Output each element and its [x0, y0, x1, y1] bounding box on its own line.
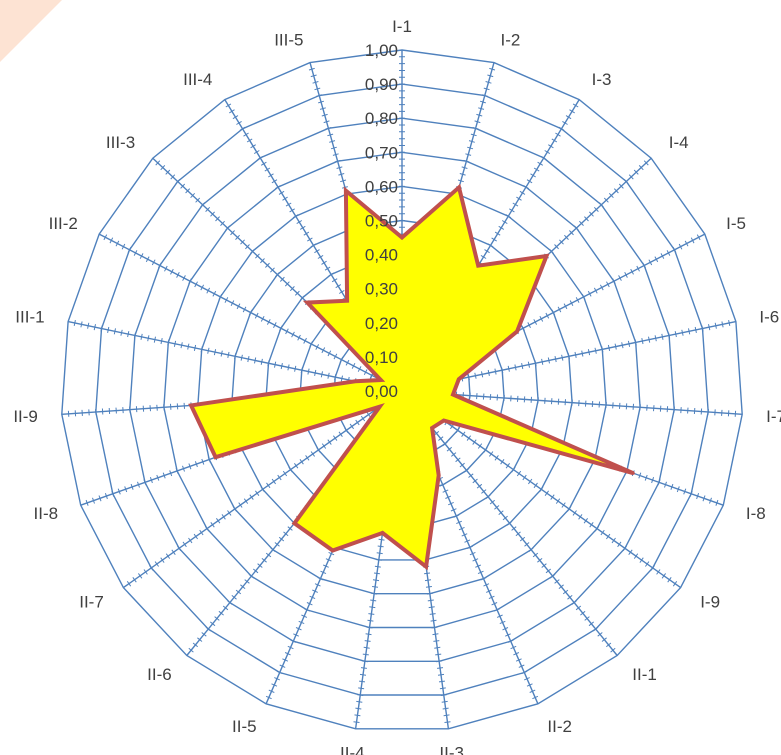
data-point-I-2	[457, 185, 461, 189]
tick-label: 0,10	[365, 348, 398, 367]
data-point-II-4	[381, 531, 384, 535]
category-label-III-3: III-3	[106, 133, 135, 152]
tick-label: 0,80	[365, 109, 398, 128]
data-point-III-4	[345, 299, 349, 303]
category-label-II-7: II-7	[79, 593, 104, 612]
category-label-III-2: III-2	[49, 214, 78, 233]
data-point-I-6	[457, 377, 461, 381]
data-point-II-8	[214, 455, 218, 459]
grid-ring	[95, 83, 709, 696]
grid-ring	[163, 151, 641, 629]
category-label-II-6: II-6	[147, 665, 172, 684]
grid-ring	[129, 117, 675, 662]
tick-label: 1,00	[365, 41, 398, 60]
data-point-I-3	[476, 264, 480, 268]
data-point-I-7	[451, 393, 455, 396]
tick-label: 0,60	[365, 177, 398, 196]
category-label-II-2: II-2	[547, 717, 572, 736]
category-label-I-7: I-7	[766, 407, 781, 426]
category-label-I-8: I-8	[746, 504, 766, 523]
data-point-III-3	[305, 301, 309, 305]
tick-label: 0,40	[365, 246, 398, 265]
category-label-I-1: I-1	[392, 17, 412, 36]
corner-accent	[0, 0, 62, 62]
category-label-I-9: I-9	[700, 593, 720, 612]
category-label-III-5: III-5	[274, 31, 303, 50]
category-label-III-4: III-4	[183, 70, 212, 89]
category-label-II-8: II-8	[34, 504, 59, 523]
category-label-II-1: II-1	[632, 665, 657, 684]
data-point-II-6	[292, 521, 296, 525]
tick-label: 0,20	[365, 314, 398, 333]
tick-label: 0,30	[365, 280, 398, 299]
data-point-III-5	[344, 189, 348, 193]
category-label-II-9: II-9	[13, 407, 38, 426]
data-point-I-9	[442, 419, 446, 422]
data-point-II-7	[378, 405, 382, 409]
data-point-I-4	[545, 254, 548, 258]
tick-label: 0,90	[365, 75, 398, 94]
category-label-I-3: I-3	[592, 70, 612, 89]
data-point-II-1	[430, 426, 434, 430]
category-label-II-5: II-5	[232, 717, 257, 736]
category-label-I-4: I-4	[669, 133, 689, 152]
category-label-III-1: III-1	[15, 308, 44, 327]
data-point-I-1	[400, 236, 404, 239]
tick-label: 0,00	[365, 382, 398, 401]
category-label-II-4: II-4	[340, 744, 365, 755]
grid-ring	[61, 49, 743, 730]
tick-label: 0,50	[365, 212, 398, 231]
tick-label: 0,70	[365, 143, 398, 162]
data-point-III-2	[379, 378, 383, 382]
grid-ring	[197, 185, 607, 595]
series-area	[188, 183, 635, 571]
data-point-II-2	[437, 473, 441, 477]
category-labels: I-1 I-2 I-3 I-4 I-5 I-6 I-7 I-8 I-9 II-1 II-2 II-3 I…	[13, 17, 781, 755]
data-point-II-3	[424, 565, 428, 569]
category-label-I-6: I-6	[759, 308, 779, 327]
data-point-II-5	[331, 549, 335, 552]
grid-ring	[231, 219, 573, 561]
category-label-I-2: I-2	[501, 31, 521, 50]
data-series	[188, 183, 635, 571]
radial-axis-tick-labels: 0,00 0,10 0,20 0,30 0,40 0,50 0,60 0,70 0,80 0,90…	[365, 41, 398, 401]
data-point-I-5	[515, 329, 519, 333]
category-label-I-5: I-5	[726, 214, 746, 233]
data-point-I-8	[631, 471, 635, 475]
data-point-III-1	[353, 379, 357, 383]
category-label-II-3: II-3	[439, 744, 464, 755]
data-point-II-9	[189, 403, 193, 407]
